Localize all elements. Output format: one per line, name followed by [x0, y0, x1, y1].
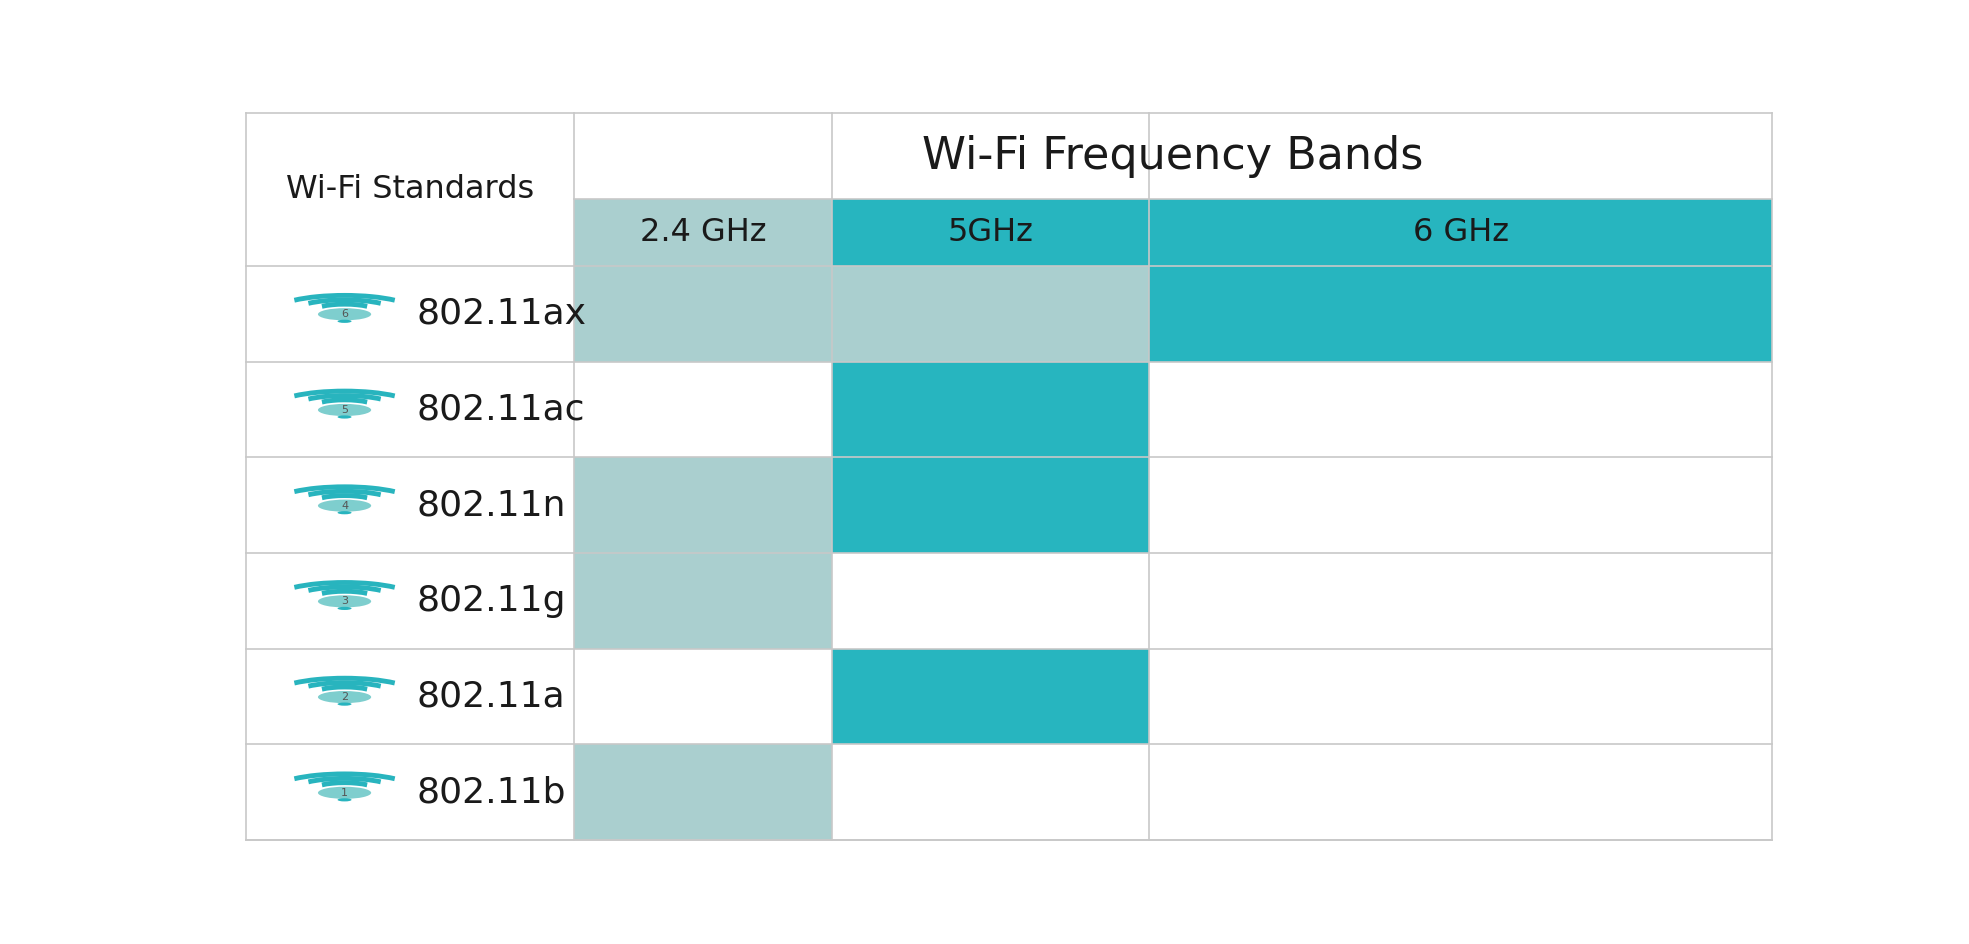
- Bar: [575, 362, 831, 457]
- Text: 4: 4: [341, 500, 349, 511]
- Text: 2: 2: [341, 692, 349, 702]
- Bar: [246, 649, 575, 745]
- Bar: [1150, 553, 1772, 649]
- Bar: [1150, 266, 1772, 362]
- Text: Wi-Fi Frequency Bands: Wi-Fi Frequency Bands: [921, 135, 1424, 177]
- Bar: [831, 199, 1150, 266]
- Ellipse shape: [317, 786, 372, 799]
- Bar: [246, 362, 575, 457]
- Bar: [1150, 362, 1772, 457]
- Ellipse shape: [317, 308, 372, 320]
- Bar: [575, 649, 831, 745]
- Bar: [831, 266, 1150, 362]
- Text: 802.11a: 802.11a: [417, 680, 565, 714]
- Ellipse shape: [337, 799, 352, 801]
- Bar: [246, 266, 575, 362]
- Text: Wi-Fi Standards: Wi-Fi Standards: [286, 174, 534, 205]
- Bar: [831, 649, 1150, 745]
- Bar: [1150, 457, 1772, 553]
- Ellipse shape: [317, 691, 372, 703]
- Text: 5GHz: 5GHz: [947, 217, 1034, 248]
- Text: 802.11b: 802.11b: [417, 775, 567, 809]
- Text: 5: 5: [341, 405, 349, 415]
- Bar: [1150, 199, 1772, 266]
- Ellipse shape: [337, 415, 352, 418]
- Ellipse shape: [317, 499, 372, 512]
- Bar: [575, 553, 831, 649]
- Ellipse shape: [317, 596, 372, 607]
- Ellipse shape: [317, 404, 372, 416]
- Bar: [575, 266, 831, 362]
- Bar: [575, 745, 831, 840]
- Bar: [831, 362, 1150, 457]
- Text: 2.4 GHz: 2.4 GHz: [640, 217, 766, 248]
- Bar: [1150, 649, 1772, 745]
- Bar: [575, 199, 831, 266]
- Ellipse shape: [337, 320, 352, 323]
- Bar: [246, 113, 1772, 199]
- Ellipse shape: [337, 702, 352, 706]
- Bar: [246, 745, 575, 840]
- Bar: [575, 457, 831, 553]
- Text: 1: 1: [341, 788, 349, 798]
- Text: 802.11ax: 802.11ax: [417, 296, 587, 330]
- Text: 802.11n: 802.11n: [417, 488, 567, 522]
- Text: 6: 6: [341, 310, 349, 319]
- Bar: [246, 553, 575, 649]
- Bar: [246, 457, 575, 553]
- Text: 802.11ac: 802.11ac: [417, 393, 585, 427]
- Bar: [1150, 745, 1772, 840]
- Bar: [831, 553, 1150, 649]
- Text: 3: 3: [341, 597, 349, 606]
- Text: 6 GHz: 6 GHz: [1412, 217, 1508, 248]
- Bar: [831, 457, 1150, 553]
- Ellipse shape: [337, 511, 352, 514]
- Text: 802.11g: 802.11g: [417, 584, 567, 618]
- Ellipse shape: [337, 607, 352, 610]
- Bar: [831, 745, 1150, 840]
